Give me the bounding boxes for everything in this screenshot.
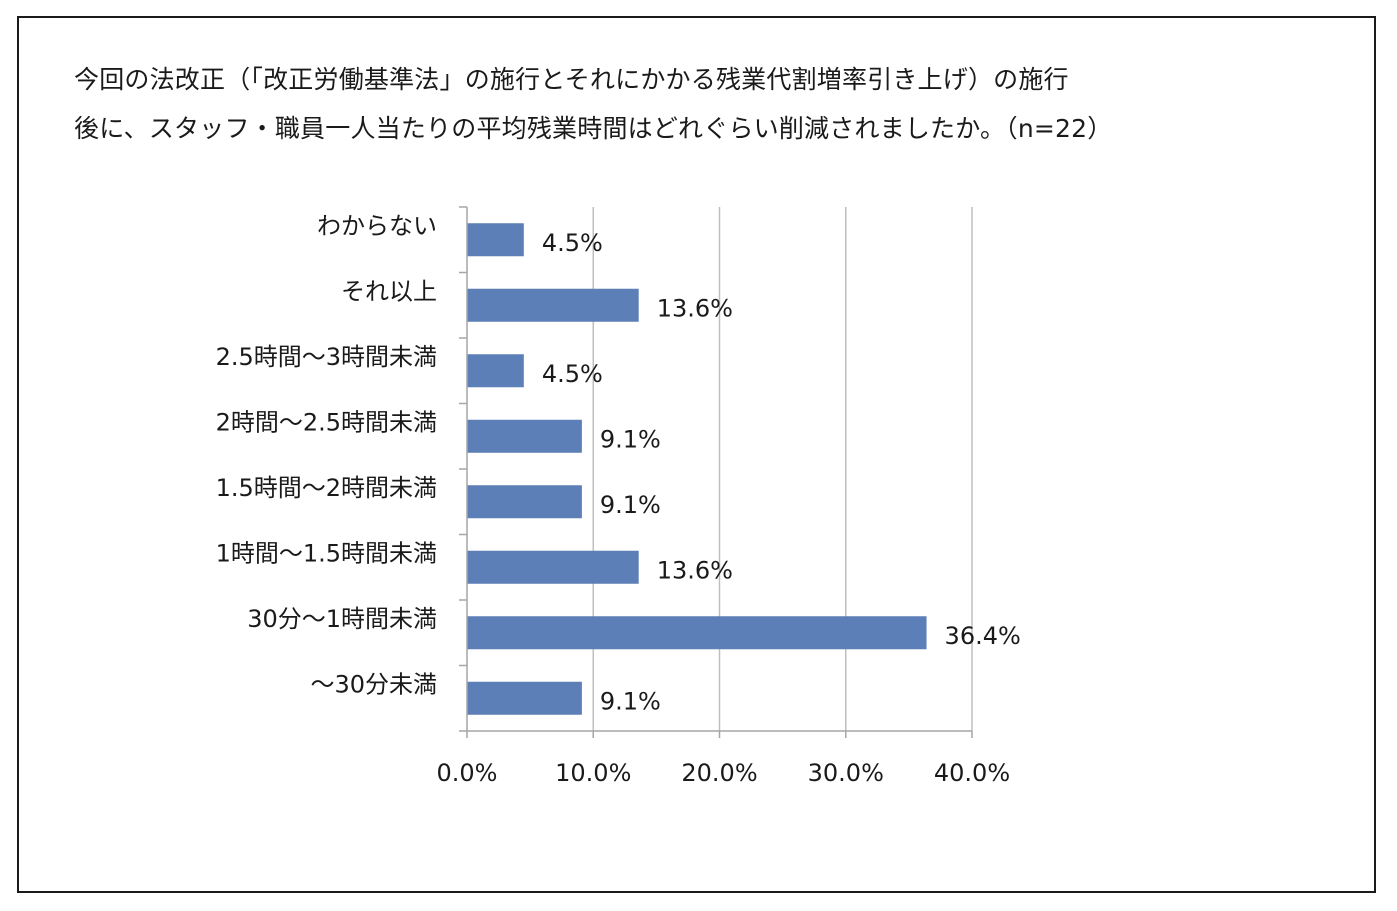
chart-title-line-2: 後に、スタッフ・職員一人当たりの平均残業時間はどれぐらい削減されましたか。（n=… xyxy=(74,114,1113,143)
category-label: 30分～1時間未満 xyxy=(247,605,437,633)
value-label: 9.1% xyxy=(600,425,661,453)
x-tick-label: 20.0% xyxy=(681,759,757,787)
gridlines xyxy=(592,207,973,731)
bar xyxy=(467,354,524,388)
value-label: 4.5% xyxy=(542,360,603,388)
category-label: 1.5時間～2時間未満 xyxy=(216,474,437,502)
category-label: ～30分未満 xyxy=(310,670,437,698)
bar xyxy=(467,419,582,453)
bar xyxy=(467,223,524,257)
value-label: 13.6% xyxy=(657,556,733,584)
chart-title-line-1: 今回の法改正（「改正労働基準法」の施行とそれにかかる残業代割増率引き上げ）の施行 xyxy=(74,65,1069,94)
x-tick-label: 40.0% xyxy=(934,759,1010,787)
axes xyxy=(459,206,973,738)
value-label: 9.1% xyxy=(600,687,661,715)
value-label: 4.5% xyxy=(542,229,603,257)
x-tick-label: 0.0% xyxy=(437,759,498,787)
category-label: それ以上 xyxy=(341,277,437,305)
category-label: わからない xyxy=(317,212,437,240)
labels: 0.0% 10.0% 20.0% 30.0% 40.0% わからない 4.5% それ以上 13.… xyxy=(216,212,1021,787)
x-tick-label: 30.0% xyxy=(808,759,884,787)
x-tick-label: 10.0% xyxy=(555,759,631,787)
bar xyxy=(467,681,582,715)
bar xyxy=(467,485,582,519)
value-label: 9.1% xyxy=(600,491,661,519)
bar xyxy=(467,616,927,650)
value-label: 36.4% xyxy=(945,622,1021,650)
bar xyxy=(467,288,639,322)
bars xyxy=(467,223,927,715)
category-label: 2時間～2.5時間未満 xyxy=(216,408,437,436)
value-label: 13.6% xyxy=(657,294,733,322)
category-label: 2.5時間～3時間未満 xyxy=(216,343,437,371)
category-label: 1時間～1.5時間未満 xyxy=(216,539,437,567)
bar xyxy=(467,550,639,584)
chart-frame xyxy=(17,16,1376,893)
